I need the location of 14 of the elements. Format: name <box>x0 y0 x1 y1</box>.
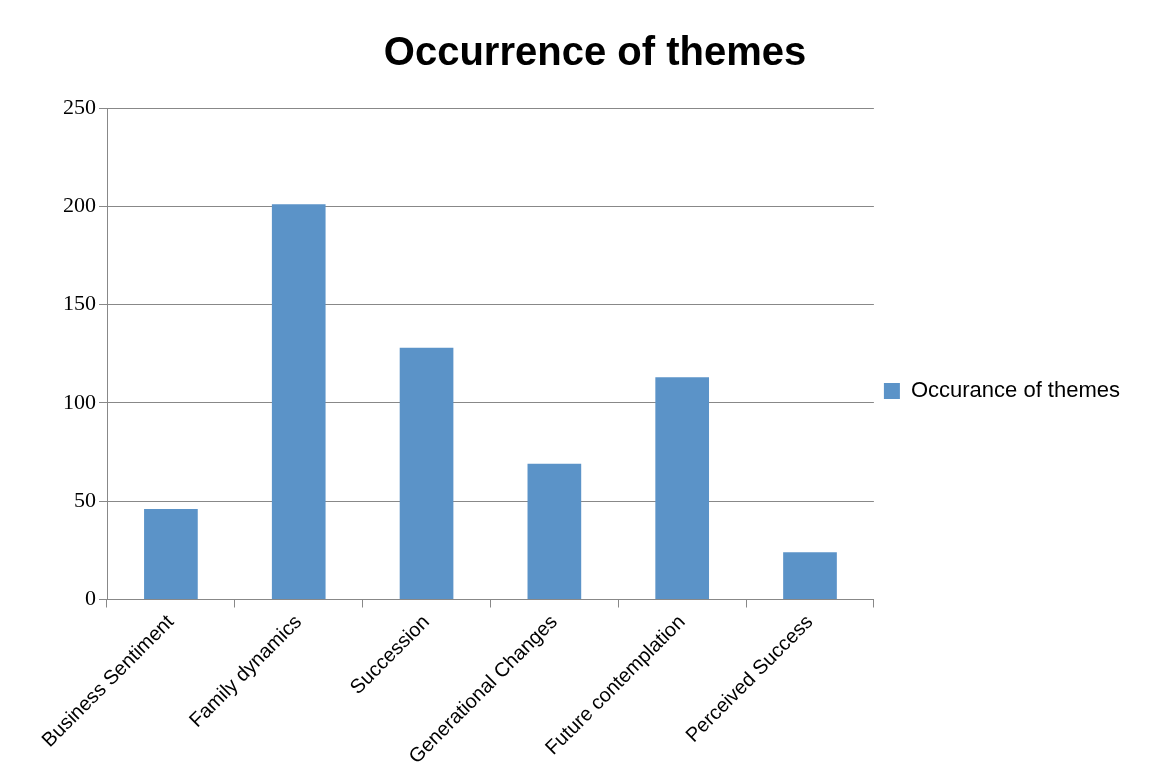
y-tick-label: 50 <box>74 486 96 512</box>
legend-label: Occurance of themes <box>910 377 1121 403</box>
bar <box>271 204 326 600</box>
y-tick-label: 100 <box>63 388 96 414</box>
bar <box>783 552 837 600</box>
y-tick-label: 250 <box>63 93 96 119</box>
bar <box>399 347 454 600</box>
y-tick-label: 150 <box>63 290 96 316</box>
y-tick-label: 0 <box>85 585 96 611</box>
chart-title: Occurrence of themes <box>383 29 807 74</box>
y-tick-label: 200 <box>63 192 96 218</box>
bar <box>527 463 582 600</box>
bar <box>144 509 198 600</box>
bar <box>655 377 710 600</box>
